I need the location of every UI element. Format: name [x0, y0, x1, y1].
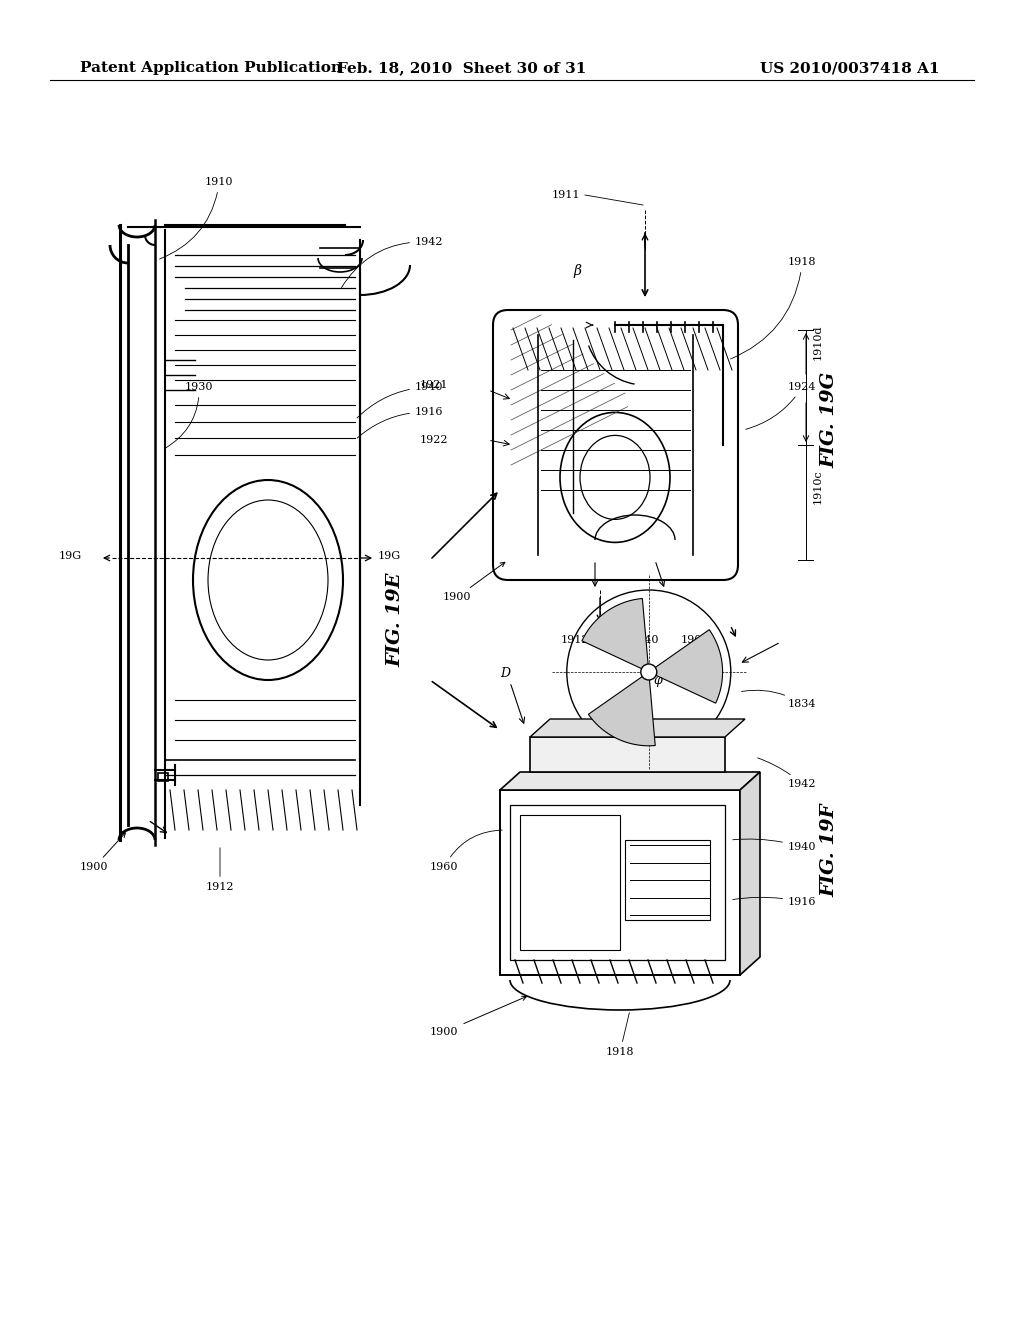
Text: 1940: 1940: [631, 635, 659, 645]
Text: 19G: 19G: [58, 550, 82, 561]
Text: 1912: 1912: [206, 847, 234, 892]
Text: 1905: 1905: [681, 635, 710, 645]
Polygon shape: [649, 630, 723, 704]
Text: 1910: 1910: [160, 177, 233, 259]
Polygon shape: [500, 772, 760, 789]
Polygon shape: [530, 719, 745, 737]
Text: 1834: 1834: [741, 690, 816, 709]
Text: 1942: 1942: [758, 758, 816, 789]
Text: FIG. 19F: FIG. 19F: [820, 804, 838, 896]
Polygon shape: [582, 598, 649, 672]
Text: 1918: 1918: [730, 257, 816, 359]
Bar: [530, 737, 725, 772]
Text: 1912: 1912: [561, 635, 589, 645]
Text: φ: φ: [653, 675, 663, 686]
Text: 1916: 1916: [357, 407, 443, 438]
Text: 1918: 1918: [606, 1012, 634, 1057]
Text: 1940: 1940: [733, 840, 816, 851]
Text: 1942: 1942: [341, 238, 443, 288]
Bar: [520, 814, 620, 950]
Text: 1930: 1930: [165, 381, 213, 449]
Text: 1921: 1921: [420, 380, 449, 389]
Text: 1900: 1900: [443, 562, 505, 602]
Polygon shape: [740, 772, 760, 975]
Text: US 2010/0037418 A1: US 2010/0037418 A1: [761, 61, 940, 75]
Text: D: D: [500, 667, 510, 680]
Text: 1910d: 1910d: [813, 325, 823, 360]
Circle shape: [641, 664, 656, 680]
Text: Patent Application Publication: Patent Application Publication: [80, 61, 342, 75]
Text: FIG. 19G: FIG. 19G: [820, 372, 838, 469]
Bar: [625, 840, 710, 920]
Text: 1910c: 1910c: [813, 470, 823, 504]
Text: 1911: 1911: [552, 190, 580, 201]
Bar: [500, 789, 740, 975]
Bar: [510, 805, 725, 960]
Text: 1960: 1960: [430, 830, 502, 873]
Text: β: β: [573, 264, 581, 279]
Text: 1900: 1900: [80, 833, 125, 873]
Text: 1924: 1924: [745, 381, 816, 429]
Text: Feb. 18, 2010  Sheet 30 of 31: Feb. 18, 2010 Sheet 30 of 31: [337, 61, 587, 75]
Text: 1922: 1922: [420, 436, 449, 445]
Bar: [158, 774, 168, 781]
Text: 1940: 1940: [357, 381, 443, 418]
Text: 19G: 19G: [378, 550, 401, 561]
Polygon shape: [589, 672, 655, 746]
Text: 1900: 1900: [430, 997, 526, 1038]
Text: 1916: 1916: [733, 898, 816, 907]
Text: FIG. 19E: FIG. 19E: [386, 573, 404, 667]
